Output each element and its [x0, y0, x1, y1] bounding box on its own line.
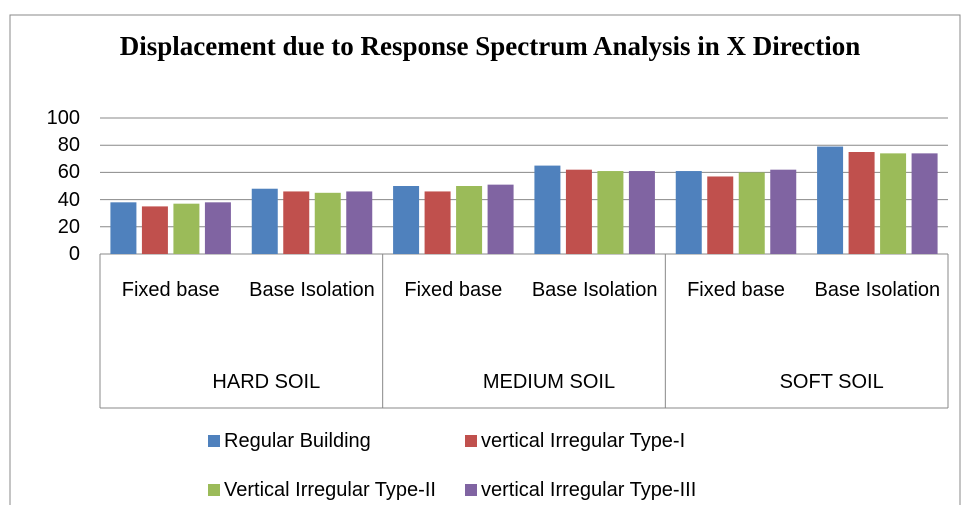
- legend-swatch: [465, 435, 477, 447]
- y-tick-label: 60: [57, 161, 80, 184]
- bar: [911, 153, 938, 254]
- x-tick-label: Fixed base: [121, 279, 220, 301]
- bar: [628, 171, 655, 254]
- bar: [456, 186, 483, 254]
- y-tick-label: 40: [57, 188, 80, 211]
- bar: [173, 203, 200, 254]
- bar: [314, 192, 341, 254]
- x-tick-label: Base Isolation: [814, 279, 941, 301]
- x-tick-label: Fixed base: [687, 279, 785, 301]
- bar: [880, 153, 907, 254]
- bar: [110, 202, 137, 254]
- bar: [848, 152, 875, 254]
- legend-swatch: [208, 484, 220, 496]
- group-label: SOFT SOIL: [779, 371, 884, 393]
- bar: [770, 169, 797, 254]
- y-tick-label: 0: [68, 243, 80, 265]
- bar: [597, 171, 624, 254]
- chart-border: [9, 14, 961, 505]
- x-tick-label: Fixed base: [404, 279, 503, 301]
- group-label: HARD SOIL: [212, 371, 321, 393]
- legend-label: vertical Irregular Type-III: [481, 479, 697, 501]
- chart-title: Displacement due to Response Spectrum An…: [119, 31, 861, 61]
- bar: [346, 191, 373, 254]
- legend-label: Vertical Irregular Type-II: [224, 479, 436, 501]
- bar: [393, 186, 420, 254]
- y-tick-label: 100: [46, 107, 80, 129]
- group-label: MEDIUM SOIL: [482, 371, 616, 393]
- y-tick-label: 20: [57, 215, 80, 238]
- legend-swatch: [208, 435, 220, 447]
- legend-swatch: [465, 484, 477, 496]
- bar: [251, 188, 278, 254]
- bar: [283, 191, 310, 254]
- legend-label: Regular Building: [224, 430, 371, 452]
- bar: [204, 202, 231, 254]
- bar: [817, 146, 844, 254]
- bar: [141, 206, 168, 254]
- bar: [534, 165, 561, 254]
- bar: [424, 191, 451, 254]
- bar: [487, 184, 514, 254]
- x-tick-label: Base Isolation: [249, 279, 375, 301]
- bar: [738, 172, 765, 254]
- y-tick-label: 80: [57, 134, 80, 157]
- legend-label: vertical Irregular Type-I: [481, 430, 686, 452]
- bar: [565, 169, 592, 254]
- bar: [707, 176, 734, 254]
- x-tick-label: Base Isolation: [531, 279, 658, 301]
- bar: [675, 171, 702, 254]
